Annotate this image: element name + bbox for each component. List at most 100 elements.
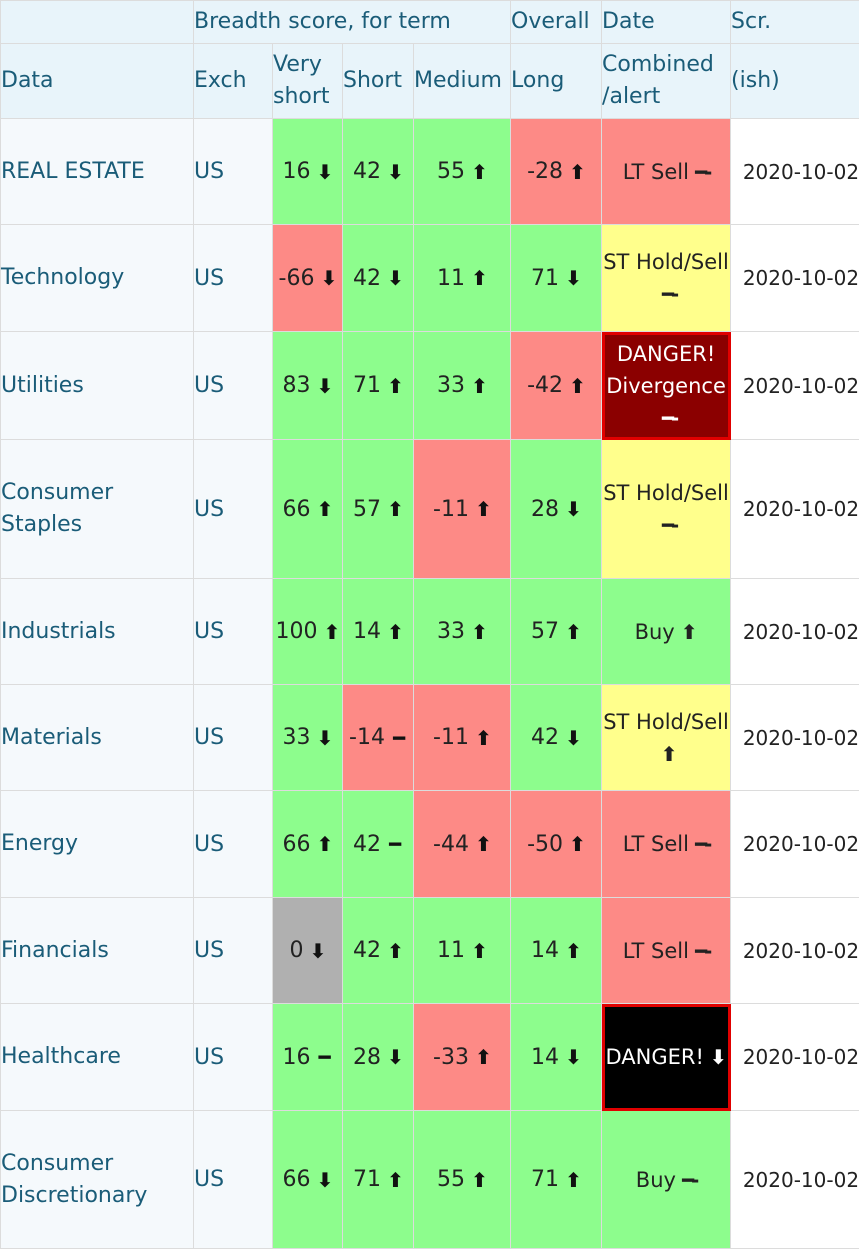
row-exchange: US bbox=[193, 118, 273, 225]
score-cell-s: 71 ⬆ bbox=[342, 331, 414, 440]
row-date: 2020-10-02 bbox=[730, 684, 859, 791]
score-cell-m: 55 ⬆ bbox=[412, 1110, 512, 1249]
row-name[interactable]: Technology bbox=[0, 224, 194, 332]
arrow-down-icon: ⬇ bbox=[387, 1045, 404, 1069]
flat-dash-icon: ━- bbox=[661, 282, 679, 306]
score-value: -11 bbox=[433, 496, 469, 522]
score-cell-s: 28 ⬇ bbox=[342, 1003, 414, 1111]
combined-alert-text: ST Hold/Sell bbox=[603, 709, 729, 734]
row-date: 2020-10-02 bbox=[730, 1110, 859, 1249]
score-value: -33 bbox=[433, 1044, 469, 1070]
combined-alert-cell: LT Sell ━- bbox=[601, 897, 732, 1004]
row-name[interactable]: REAL ESTATE bbox=[0, 118, 194, 225]
score-value: 55 bbox=[437, 159, 466, 184]
combined-alert-text: Buy bbox=[635, 1167, 676, 1192]
score-cell-m: -44 ⬆ bbox=[412, 790, 512, 898]
flat-dash-icon: ━- bbox=[661, 405, 679, 430]
flat-dash-icon: ━- bbox=[681, 1167, 699, 1192]
score-cell-s: -14 ━ bbox=[342, 684, 414, 791]
table-row: Healthcare US 16 ━ 28 ⬇ -33 ⬆ 14 ⬇ DANGER! ⬇ 2020-10… bbox=[0, 1003, 859, 1111]
combined-alert-text: LT Sell bbox=[622, 832, 689, 856]
row-date: 2020-10-02 bbox=[730, 439, 859, 579]
flat-dash-icon: ━ bbox=[388, 832, 402, 856]
score-value: 71 bbox=[353, 1167, 381, 1192]
arrow-up-icon: ⬆ bbox=[387, 619, 404, 644]
arrow-up-icon: ⬆ bbox=[316, 832, 334, 856]
arrow-up-icon: ⬆ bbox=[471, 159, 488, 184]
score-cell-m: 55 ⬆ bbox=[412, 118, 512, 225]
combined-alert-text: ST Hold/Sell bbox=[603, 481, 729, 505]
arrow-up-icon: ⬆ bbox=[471, 373, 488, 398]
row-exchange: US bbox=[193, 684, 273, 791]
row-name[interactable]: Energy bbox=[0, 790, 194, 898]
score-cell-s: 71 ⬆ bbox=[342, 1110, 414, 1249]
scr-header: Scr. bbox=[730, 0, 859, 44]
row-name[interactable]: Materials bbox=[0, 684, 194, 791]
score-cell-s: 42 ⬆ bbox=[342, 897, 414, 1004]
arrow-up-icon: ⬆ bbox=[387, 1167, 404, 1192]
score-cell-vs: 66 ⬇ bbox=[272, 1110, 343, 1249]
arrow-up-icon: ⬆ bbox=[387, 497, 404, 521]
arrow-up-icon: ⬆ bbox=[387, 938, 404, 963]
table-row: Industrials US 100 ⬆ 14 ⬆ 33 ⬆ 57 ⬆ Buy ⬆ 2020-10-02 bbox=[0, 578, 859, 685]
score-cell-l: 42 ⬇ bbox=[510, 684, 603, 791]
arrow-up-icon: ⬆ bbox=[471, 266, 488, 290]
score-cell-m: -33 ⬆ bbox=[412, 1003, 512, 1111]
score-cell-s: 42 ━ bbox=[342, 790, 414, 898]
column-header-very-short: Very short bbox=[272, 43, 343, 119]
column-header-short: Short bbox=[342, 43, 414, 119]
row-name[interactable]: Industrials bbox=[0, 578, 194, 685]
combined-alert-text: LT Sell bbox=[622, 159, 689, 184]
score-value: 11 bbox=[437, 938, 466, 963]
arrow-down-icon: ⬇ bbox=[565, 725, 582, 750]
combined-alert-cell: ST Hold/Sell ━- bbox=[601, 439, 732, 579]
score-cell-s: 57 ⬆ bbox=[342, 439, 414, 579]
arrow-up-icon: ⬆ bbox=[569, 373, 586, 398]
date-header: Date bbox=[601, 0, 732, 44]
row-name[interactable]: Financials bbox=[0, 897, 194, 1004]
score-value: 71 bbox=[353, 373, 381, 398]
table-body: REAL ESTATE US 16 ⬇ 42 ⬇ 55 ⬆ -28 ⬆ LT Sell ━- 2020-… bbox=[0, 118, 859, 1249]
table-row: REAL ESTATE US 16 ⬇ 42 ⬇ 55 ⬆ -28 ⬆ LT Sell ━- 2020-… bbox=[0, 118, 859, 225]
arrow-down-icon: ⬇ bbox=[309, 938, 327, 963]
header-blank bbox=[0, 0, 194, 44]
row-name[interactable]: Healthcare bbox=[0, 1003, 194, 1111]
row-name[interactable]: Consumer Discretionary bbox=[0, 1110, 194, 1249]
arrow-down-icon: ⬇ bbox=[565, 497, 582, 521]
table-row: Technology US -66 ⬇ 42 ⬇ 11 ⬆ 71 ⬇ ST Hold/Sell━- 2… bbox=[0, 224, 859, 332]
score-value: 16 bbox=[282, 1044, 311, 1070]
row-exchange: US bbox=[193, 578, 273, 685]
flat-dash-icon: ━- bbox=[694, 938, 712, 963]
row-name[interactable]: Utilities bbox=[0, 331, 194, 440]
score-cell-m: -11 ⬆ bbox=[412, 439, 512, 579]
column-header-exch: Exch bbox=[193, 43, 273, 119]
column-header-data: Data bbox=[0, 43, 194, 119]
arrow-down-icon: ⬇ bbox=[316, 725, 334, 750]
score-cell-vs: 16 ⬇ bbox=[272, 118, 343, 225]
score-cell-l: -28 ⬆ bbox=[510, 118, 603, 225]
score-cell-l: -42 ⬆ bbox=[510, 331, 603, 440]
arrow-down-icon: ⬇ bbox=[565, 266, 582, 290]
score-value: 55 bbox=[437, 1167, 466, 1192]
score-value: 42 bbox=[353, 159, 381, 184]
flat-dash-icon: ━- bbox=[661, 513, 679, 537]
combined-alert-cell: DANGER! Divergence ━- bbox=[601, 331, 732, 440]
score-cell-l: 71 ⬆ bbox=[510, 1110, 603, 1249]
score-cell-vs: -66 ⬇ bbox=[272, 224, 343, 332]
arrow-up-icon: ⬆ bbox=[471, 1167, 488, 1192]
score-cell-m: 11 ⬆ bbox=[412, 224, 512, 332]
score-value: 71 bbox=[531, 1167, 560, 1192]
score-cell-m: -11 ⬆ bbox=[412, 684, 512, 791]
overall-header: Overall bbox=[510, 0, 603, 44]
arrow-down-icon: ⬇ bbox=[387, 266, 404, 290]
arrow-down-icon: ⬇ bbox=[387, 159, 404, 184]
score-value: 66 bbox=[282, 1167, 311, 1192]
score-value: 66 bbox=[282, 496, 311, 522]
score-value: -11 bbox=[433, 725, 469, 750]
row-date: 2020-10-02 bbox=[730, 224, 859, 332]
score-cell-vs: 66 ⬆ bbox=[272, 439, 343, 579]
row-name[interactable]: Consumer Staples bbox=[0, 439, 194, 579]
row-exchange: US bbox=[193, 897, 273, 1004]
score-cell-vs: 83 ⬇ bbox=[272, 331, 343, 440]
